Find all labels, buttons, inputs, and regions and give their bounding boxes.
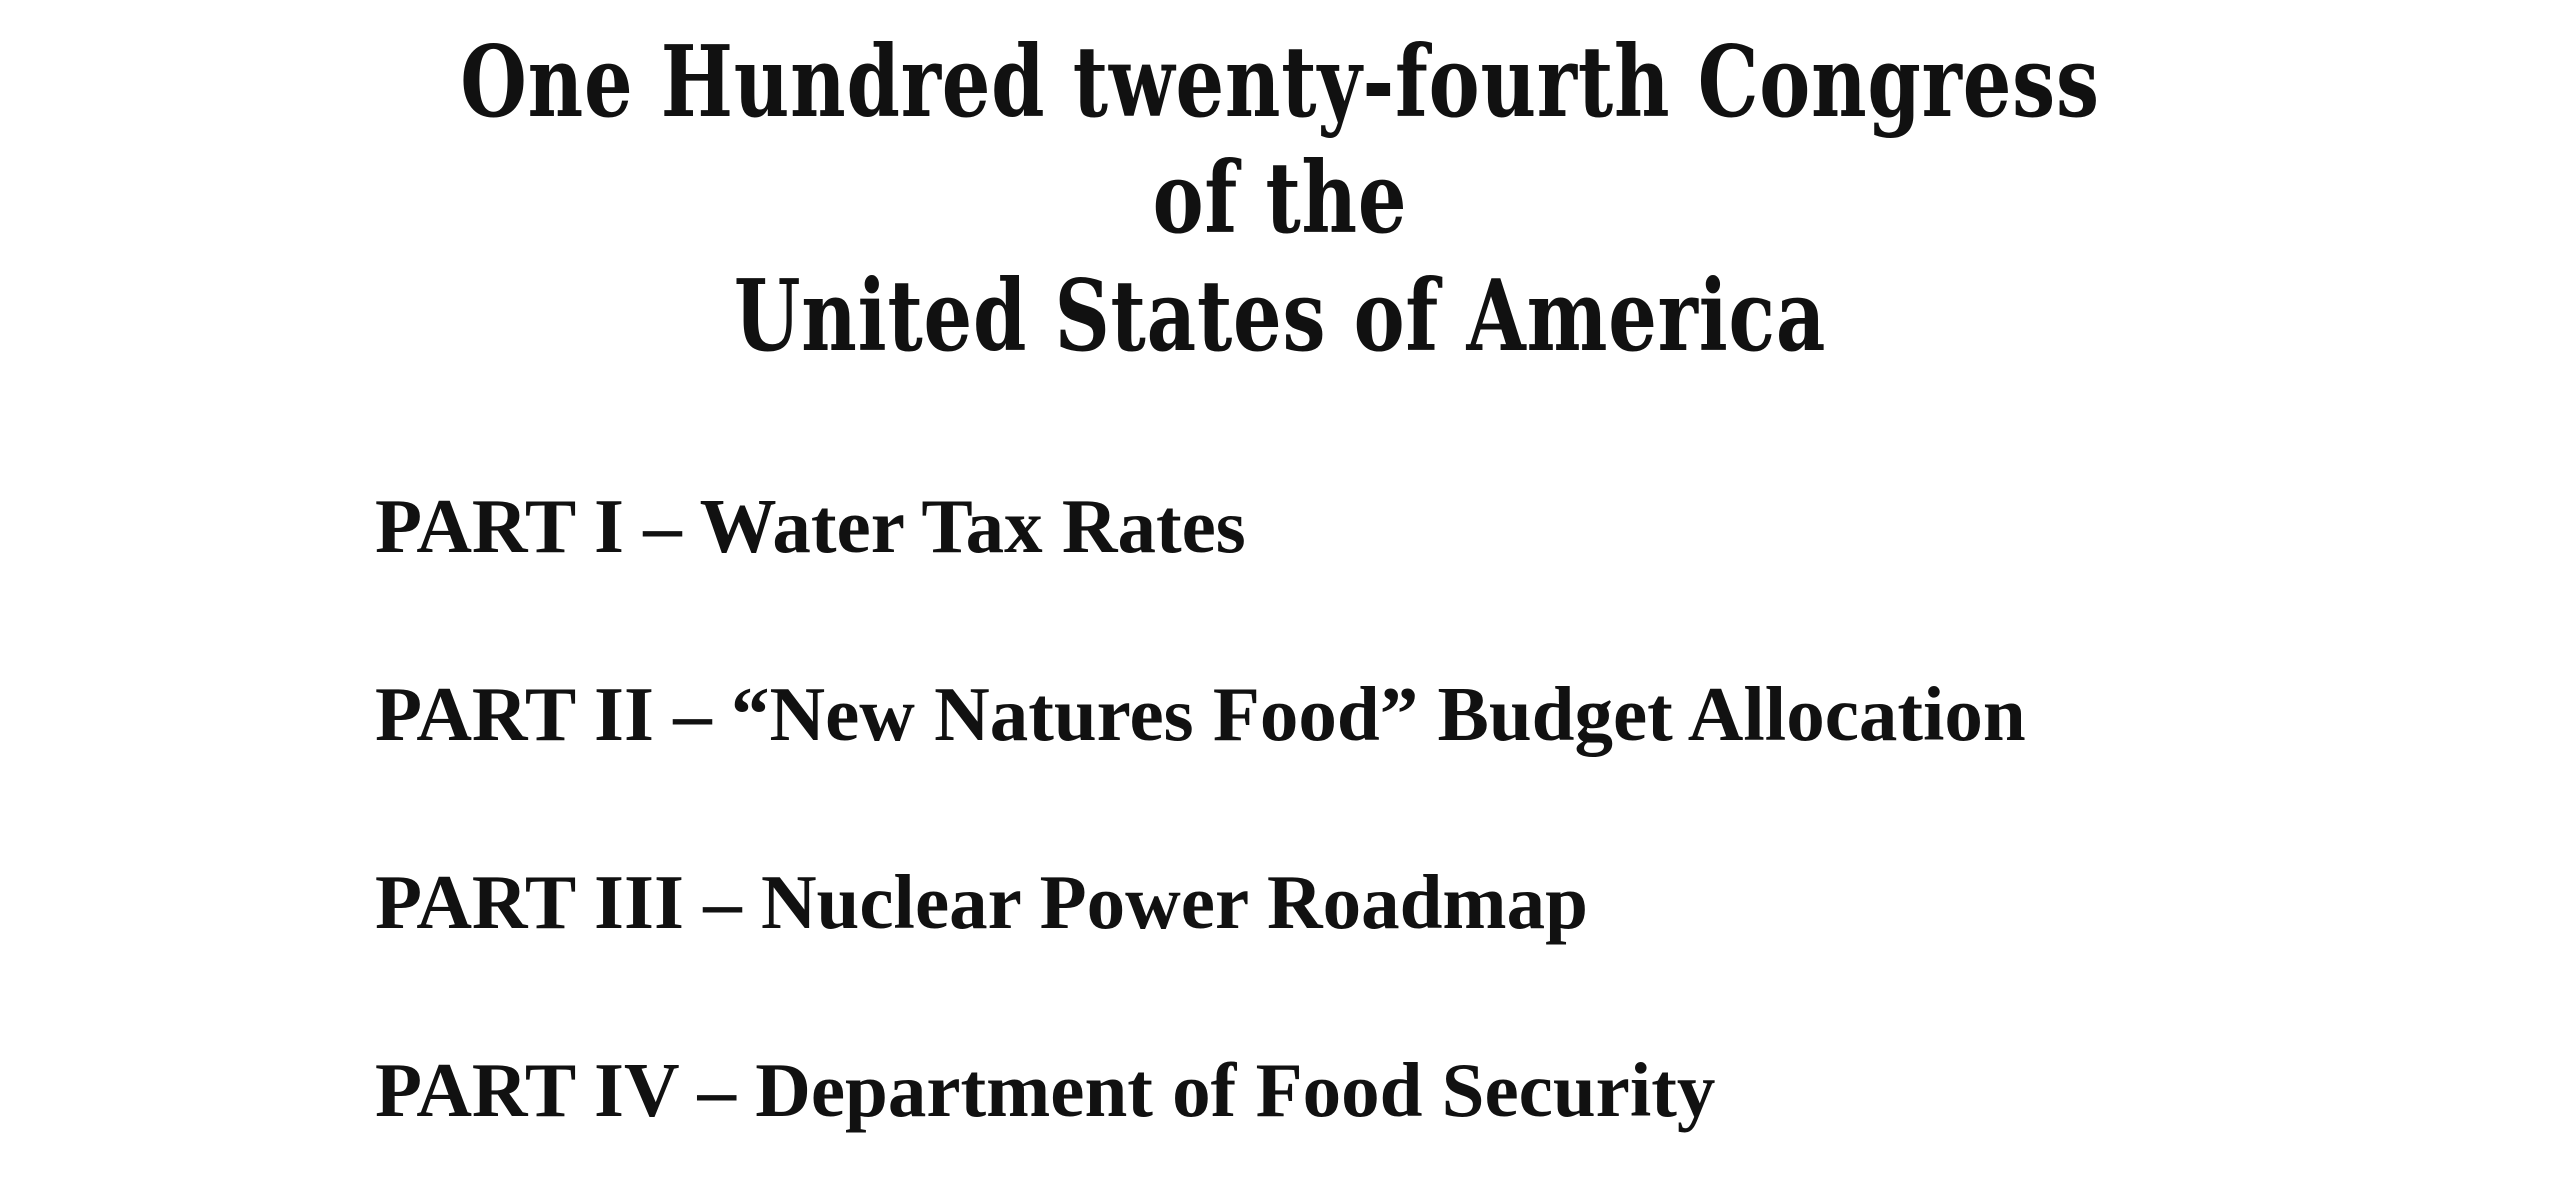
part-iv-heading: PART IV – Department of Food Security [375,1052,1715,1129]
part-ii-heading: PART II – “New Natures Food” Budget Allo… [375,676,2026,753]
part-i-heading: PART I – Water Tax Rates [375,488,1246,565]
parts-list: PART I – Water Tax Rates PART II – “New … [375,0,2525,1177]
part-iii-heading: PART III – Nuclear Power Roadmap [375,864,1588,941]
